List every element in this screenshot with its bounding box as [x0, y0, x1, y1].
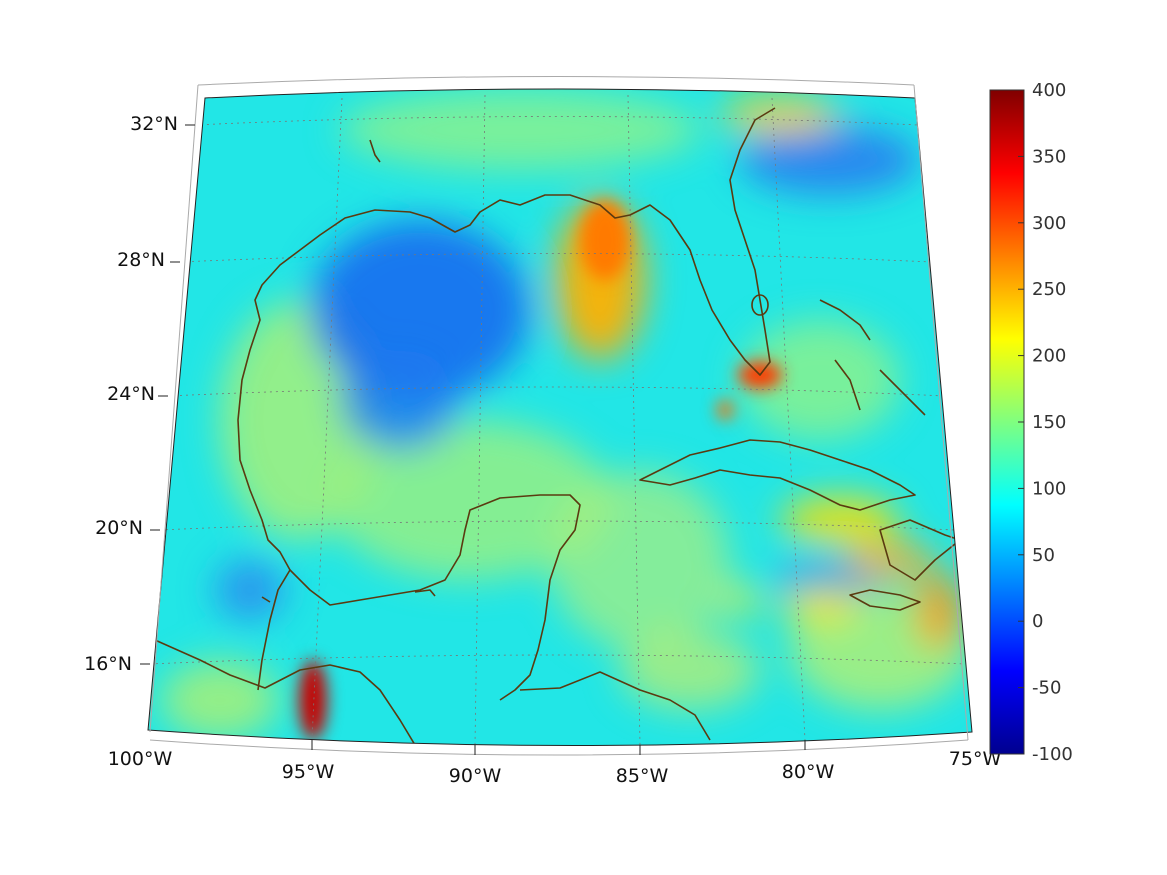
lon-tick-label: 95°W [282, 761, 335, 783]
colorbar-tick-label: 100 [1032, 478, 1066, 499]
colorbar-tick-label: 200 [1032, 346, 1066, 367]
coastlines [154, 107, 961, 746]
lon-tick-label: 75°W [949, 748, 1002, 770]
colorbar-tick-label: 50 [1032, 545, 1055, 566]
lon-tick-label: 90°W [449, 765, 502, 787]
colorbar-tick-label: -50 [1032, 678, 1061, 699]
colorbar-tick-label: 0 [1032, 611, 1043, 632]
lat-tick-label: 20°N [95, 517, 143, 539]
lon-tick-label: 80°W [782, 761, 835, 783]
lat-tick-label: 28°N [117, 249, 165, 271]
lat-tick-label: 16°N [84, 653, 132, 675]
colorbar-tick-label: 350 [1032, 146, 1066, 167]
colorbar-tick-label: 150 [1032, 412, 1066, 433]
lon-tick-label: 100°W [108, 748, 173, 770]
lat-tick-label: 24°N [107, 383, 155, 405]
data-field [148, 89, 972, 746]
lon-tick-labels: 100°W 95°W 90°W 85°W 80°W 75°W [108, 748, 1002, 787]
lat-tick-labels: 32°N 28°N 24°N 20°N 16°N [84, 113, 178, 675]
colorbar: 400 350 300 250 200 150 100 50 0 -50 -100 [989, 80, 1073, 765]
colorbar-tick-label: 300 [1032, 213, 1066, 234]
lat-tick-label: 32°N [130, 113, 178, 135]
lon-tick-label: 85°W [616, 765, 669, 787]
colorbar-tick-label: 250 [1032, 279, 1066, 300]
colorbar-tick-label: 400 [1032, 80, 1066, 101]
colorbar-ticks: 400 350 300 250 200 150 100 50 0 -50 -100 [1018, 80, 1073, 765]
map-frame [140, 76, 973, 756]
colorbar-tick-label: -100 [1032, 744, 1073, 765]
